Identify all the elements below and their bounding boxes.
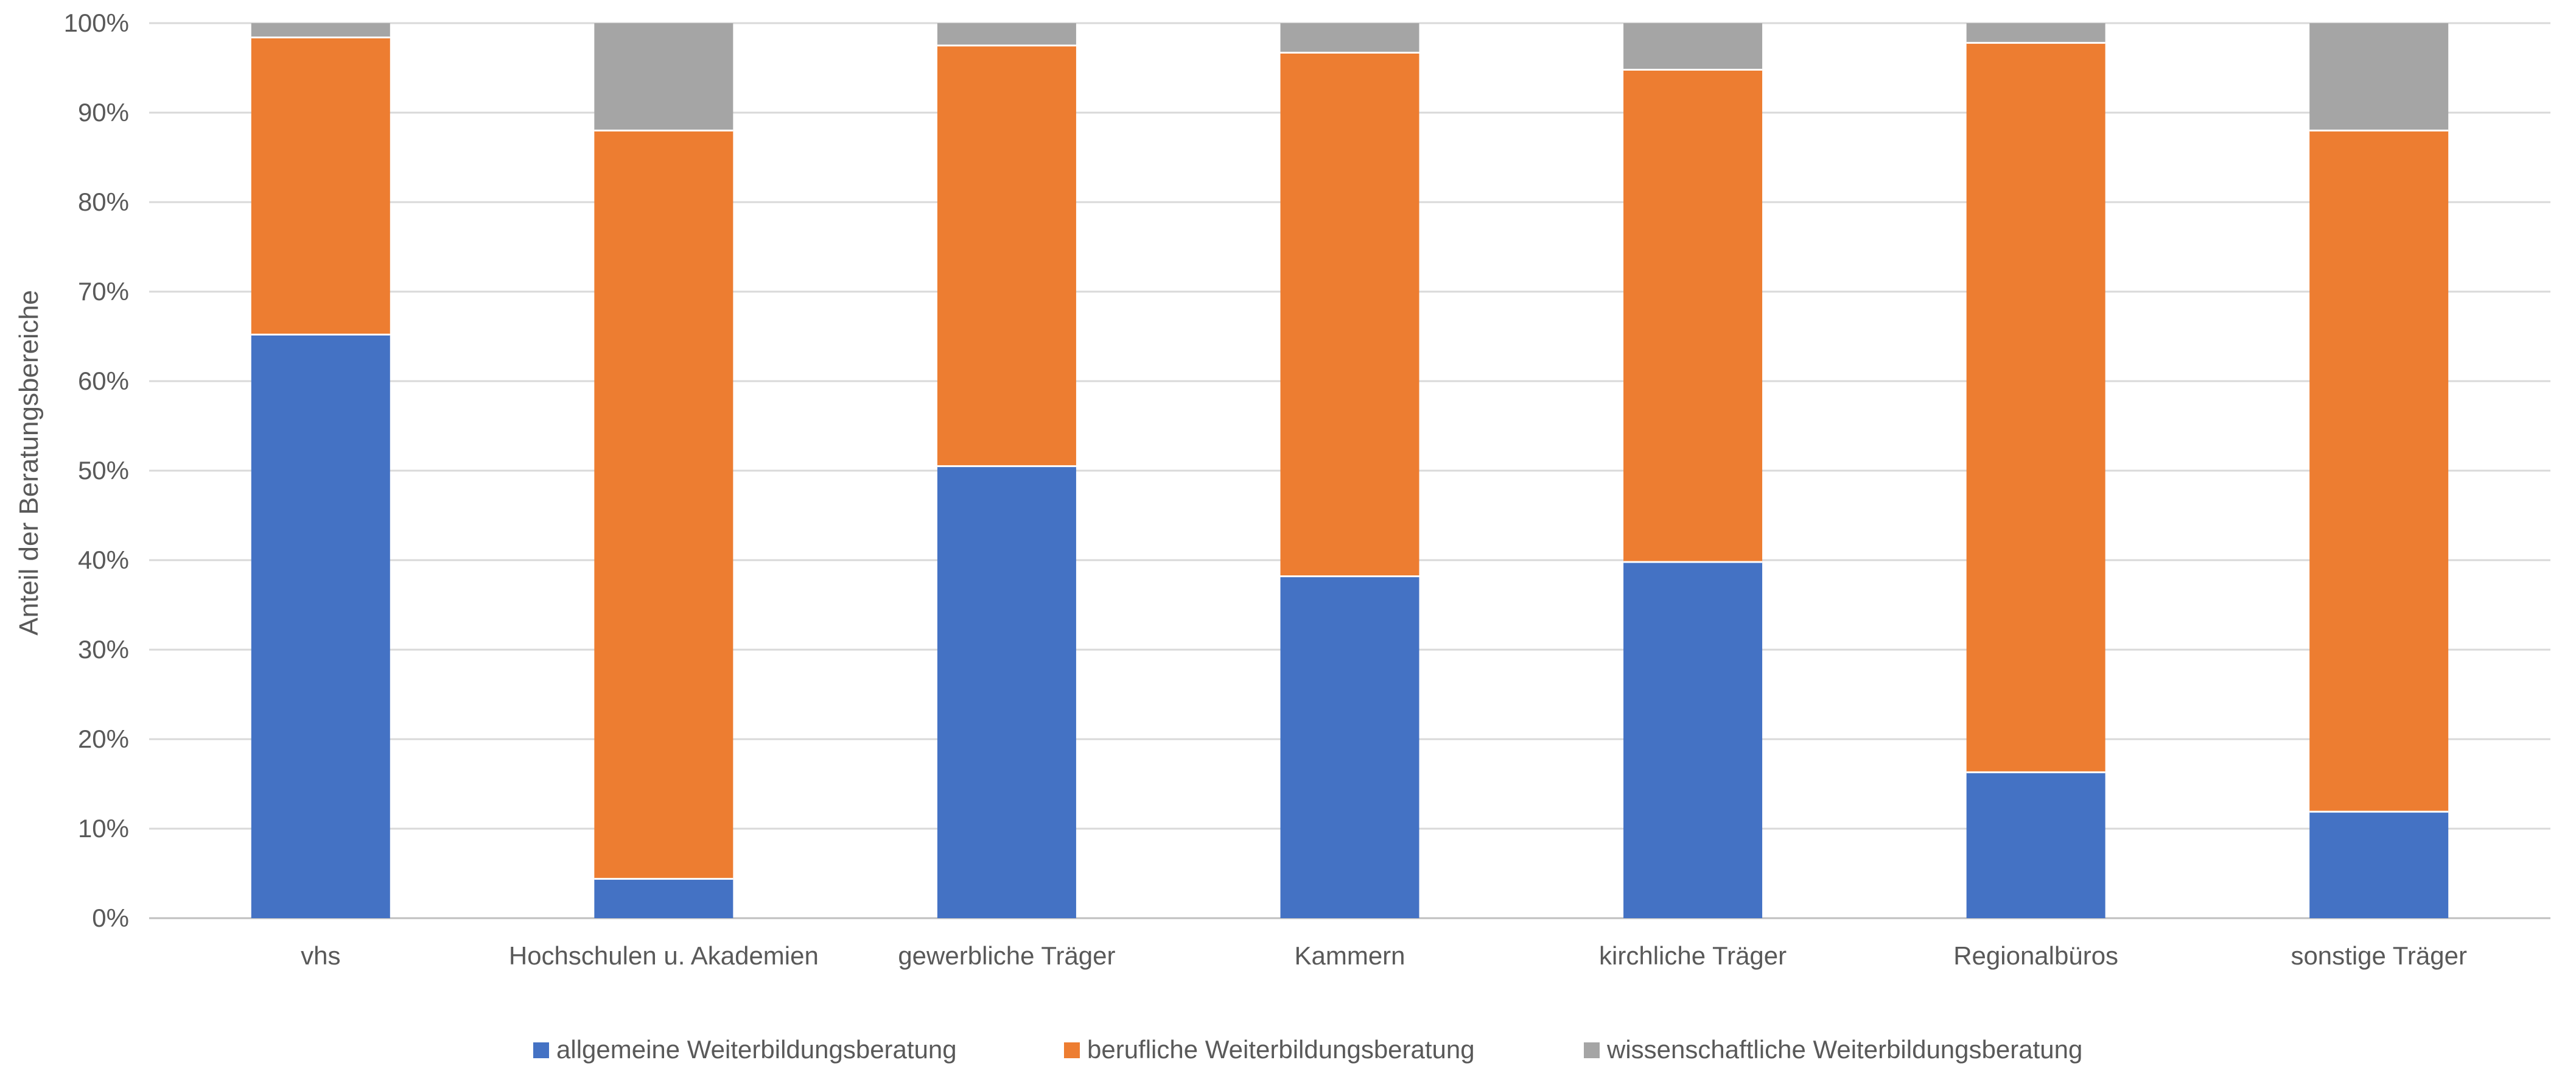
legend-label: berufliche Weiterbildungsberatung [1087,1035,1475,1064]
bar-segment-3 [1280,23,1419,53]
y-tick-label: 50% [78,456,129,485]
bar-segment-1 [937,466,1076,918]
bar-segment-1 [1280,576,1419,918]
x-tick-label: vhs [301,941,340,970]
y-tick-label: 40% [78,546,129,574]
legend-swatch [533,1042,549,1058]
bar-segment-2 [251,37,390,335]
bar-segment-2 [1966,43,2105,773]
bar-segment-2 [937,45,1076,466]
bar-segment-2 [1623,69,1763,562]
bar-segment-3 [594,23,733,131]
bars [251,23,2449,918]
bar-segment-1 [594,879,733,918]
bar-segment-3 [251,23,390,38]
y-tick-label: 0% [92,904,129,932]
bar-segment-3 [1966,23,2105,43]
x-tick-label: kirchliche Träger [1599,941,1787,970]
bar-segment-3 [1623,23,1763,70]
y-tick-label: 10% [78,814,129,843]
y-axis-ticks: 0% 10% 20% 30% 40% 50% 60% 70% 80% 90% 100% [64,9,129,932]
x-tick-label: Hochschulen u. Akademien [509,941,819,970]
y-tick-label: 20% [78,725,129,753]
bar-segment-1 [2309,812,2449,918]
y-tick-label: 80% [78,188,129,216]
y-axis-label: Anteil der Beratungsbereiche [14,290,44,635]
bar-segment-1 [251,334,390,918]
x-axis-ticks: vhs Hochschulen u. Akademien gewerbliche T… [301,941,2467,970]
y-tick-label: 100% [64,9,129,37]
y-tick-label: 90% [78,98,129,127]
bar-segment-2 [2309,130,2449,812]
x-tick-label: sonstige Träger [2291,941,2467,970]
x-tick-label: Regionalbüros [1953,941,2118,970]
legend-label: allgemeine Weiterbildungsberatung [556,1035,957,1064]
x-tick-label: gewerbliche Träger [898,941,1115,970]
bar-segment-1 [1966,772,2105,918]
bar-segment-3 [937,23,1076,46]
bar-segment-2 [1280,52,1419,577]
y-tick-label: 70% [78,277,129,306]
y-tick-label: 60% [78,367,129,395]
bar-segment-2 [594,130,733,879]
bar-segment-3 [2309,23,2449,131]
legend-swatch [1064,1042,1080,1058]
legend: allgemeine Weiterbildungsberatung berufli… [533,1035,2082,1064]
legend-swatch [1584,1042,1600,1058]
bar-segment-1 [1623,561,1763,918]
x-tick-label: Kammern [1294,941,1405,970]
y-tick-label: 30% [78,635,129,664]
legend-label: wissenschaftliche Weiterbildungsberatung [1606,1035,2082,1064]
